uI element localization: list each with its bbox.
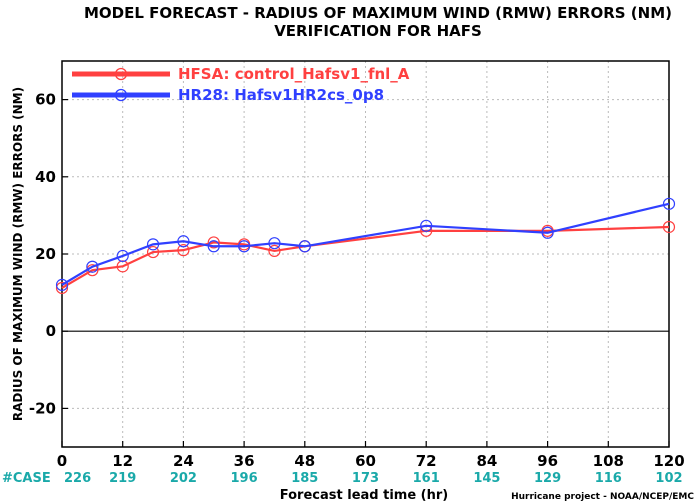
series-point-1 bbox=[662, 197, 676, 210]
series-point-0 bbox=[268, 244, 281, 258]
x-tick-label: 48 bbox=[294, 452, 315, 470]
credit-text: Hurricane project - NOAA/NCEP/EMC bbox=[511, 492, 694, 502]
case-count: 185 bbox=[291, 471, 318, 486]
series-point-0 bbox=[207, 236, 220, 249]
case-counts: #CASE 226 219 202 196 185 173 161 145 129 116 102 bbox=[2, 471, 683, 486]
x-tick-label: 36 bbox=[234, 452, 255, 470]
case-count: 116 bbox=[595, 471, 622, 486]
case-count: 102 bbox=[655, 471, 682, 486]
series-point-1 bbox=[177, 235, 190, 248]
series-point-1 bbox=[268, 237, 281, 250]
series-point-0 bbox=[55, 281, 69, 295]
y-tick-label: 60 bbox=[35, 91, 56, 109]
case-count: 219 bbox=[109, 471, 136, 486]
legend-label-1: HR28: Hafsv1HR2cs_0p8 bbox=[178, 86, 384, 104]
y-tick-label: 20 bbox=[35, 245, 56, 263]
y-axis-ticks: -20 0 20 40 60 bbox=[29, 91, 68, 417]
case-count: 129 bbox=[534, 471, 561, 486]
series-point-1 bbox=[116, 249, 129, 263]
y-tick-label: -20 bbox=[29, 399, 56, 417]
series-point-1 bbox=[420, 219, 433, 232]
x-tick-label: 72 bbox=[416, 452, 437, 470]
series-point-1 bbox=[298, 240, 311, 253]
x-tick-label: 0 bbox=[57, 452, 67, 470]
series-point-1 bbox=[238, 240, 251, 253]
case-count: 161 bbox=[413, 471, 440, 486]
y-tick-label: 0 bbox=[46, 322, 56, 340]
series-point-1 bbox=[146, 238, 160, 251]
series-lines bbox=[55, 197, 676, 295]
series-point-1 bbox=[55, 278, 69, 291]
case-count: 173 bbox=[352, 471, 379, 486]
x-tick-label: 96 bbox=[537, 452, 558, 470]
series-point-1 bbox=[86, 260, 99, 273]
case-count: 196 bbox=[231, 471, 258, 486]
legend-label-0: HFSA: control_Hafsv1_fnl_A bbox=[178, 65, 410, 83]
legend-marker-1 bbox=[114, 88, 128, 102]
series-point-1 bbox=[541, 226, 554, 239]
y-axis-label: RADIUS OF MAXIMUM WIND (RMW) ERRORS (NM) bbox=[11, 87, 25, 421]
case-count: 202 bbox=[170, 471, 197, 486]
chart-title: MODEL FORECAST - RADIUS OF MAXIMUM WIND … bbox=[84, 4, 672, 22]
x-axis-ticks: 0 12 24 36 48 60 72 84 96 108 120 bbox=[57, 441, 685, 470]
case-count: 145 bbox=[473, 471, 500, 486]
x-tick-label: 108 bbox=[593, 452, 624, 470]
x-tick-label: 84 bbox=[476, 452, 497, 470]
series-point-0 bbox=[177, 244, 190, 257]
x-axis-label: Forecast lead time (hr) bbox=[280, 488, 448, 503]
series-point-0 bbox=[146, 245, 160, 259]
case-label: #CASE bbox=[2, 471, 51, 486]
chart-subtitle: VERIFICATION FOR HAFS bbox=[274, 22, 482, 40]
legend-marker-0 bbox=[114, 67, 128, 81]
legend: HFSA: control_Hafsv1_fnl_A HR28: Hafsv1HR… bbox=[72, 65, 410, 104]
x-tick-label: 12 bbox=[112, 452, 133, 470]
series-point-1 bbox=[207, 240, 220, 253]
y-tick-label: 40 bbox=[35, 168, 56, 186]
grid bbox=[62, 61, 669, 447]
series-point-0 bbox=[662, 220, 676, 234]
x-tick-label: 120 bbox=[653, 452, 684, 470]
case-count: 226 bbox=[64, 471, 91, 486]
x-tick-label: 24 bbox=[173, 452, 194, 470]
x-tick-label: 60 bbox=[355, 452, 376, 470]
